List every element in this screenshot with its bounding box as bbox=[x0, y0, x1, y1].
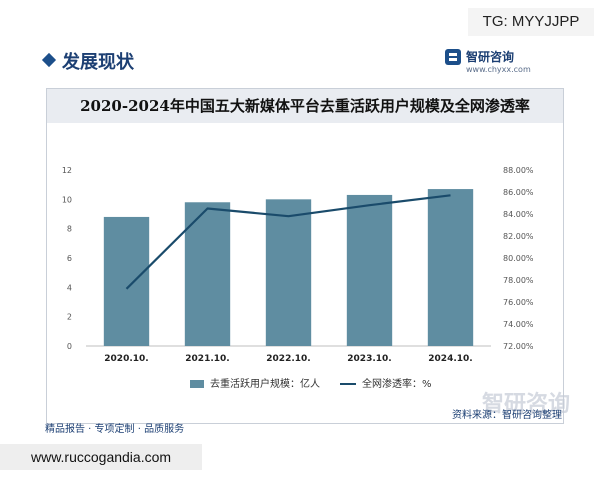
x-tick-label: 2022.10. bbox=[266, 354, 310, 364]
x-tick-label: 2023.10. bbox=[347, 354, 391, 364]
legend-swatch-line bbox=[340, 383, 356, 385]
bar bbox=[265, 199, 312, 346]
combo-chart: 0 2 4 6 8 10 12 72.00% 74.00% 76.00% 78.00% 80.00% 8… bbox=[62, 166, 534, 364]
x-tick-label: 2024.10. bbox=[428, 354, 472, 364]
brand-logo-icon bbox=[445, 49, 461, 65]
bar bbox=[103, 216, 150, 346]
y-right-tick-label: 86.00% bbox=[503, 188, 534, 197]
legend-item-bar: 去重活跃用户规模：亿人 bbox=[190, 375, 320, 390]
bottom-watermark: 智研咨询 bbox=[481, 392, 570, 417]
y-right-tick-label: 84.00% bbox=[503, 210, 534, 219]
y-left-tick-label: 4 bbox=[67, 283, 72, 292]
y-left-tick-label: 8 bbox=[67, 225, 72, 234]
y-left-tick-label: 10 bbox=[62, 195, 72, 204]
watermark-tag: TG: MYYJJPP bbox=[468, 8, 594, 36]
source-note: 资料来源：智研咨询整理 bbox=[452, 410, 562, 421]
y-right-tick-label: 80.00% bbox=[503, 254, 534, 263]
section-heading-text: 发展现状 bbox=[62, 52, 134, 73]
y-left-tick-label: 12 bbox=[62, 166, 72, 175]
diamond-icon bbox=[41, 52, 57, 68]
y-left-tick-label: 6 bbox=[67, 254, 72, 263]
y-left-tick-label: 2 bbox=[67, 313, 72, 322]
y-right-tick-label: 88.00% bbox=[503, 166, 534, 175]
y-right-tick-label: 74.00% bbox=[503, 320, 534, 329]
chart-title: 2020-2024年中国五大新媒体平台去重活跃用户规模及全网渗透率 bbox=[47, 89, 563, 123]
y-left-tick-label: 0 bbox=[67, 342, 72, 351]
legend-label-bar: 去重活跃用户规模：亿人 bbox=[210, 379, 320, 390]
legend-swatch-bar bbox=[190, 380, 204, 388]
footer-slogan: 精品报告 · 专项定制 · 品质服务 bbox=[45, 424, 185, 435]
y-right-tick-label: 82.00% bbox=[503, 232, 534, 241]
x-tick-label: 2020.10. bbox=[104, 354, 148, 364]
legend-label-line: 全网渗透率：% bbox=[362, 379, 432, 390]
bar bbox=[346, 194, 393, 346]
y-right-tick-label: 76.00% bbox=[503, 298, 534, 307]
bar bbox=[184, 202, 231, 346]
site-banner: www.ruccogandia.com bbox=[0, 444, 202, 470]
brand-logo: 智研咨询 www.chyxx.com bbox=[444, 46, 552, 78]
y-right-tick-label: 78.00% bbox=[503, 276, 534, 285]
legend-item-line: 全网渗透率：% bbox=[340, 375, 432, 390]
brand-url: www.chyxx.com bbox=[466, 65, 531, 74]
y-right-tick-label: 72.00% bbox=[503, 342, 534, 351]
bar bbox=[427, 189, 474, 346]
brand-name: 智研咨询 bbox=[466, 50, 515, 64]
x-tick-label: 2021.10. bbox=[185, 354, 229, 364]
